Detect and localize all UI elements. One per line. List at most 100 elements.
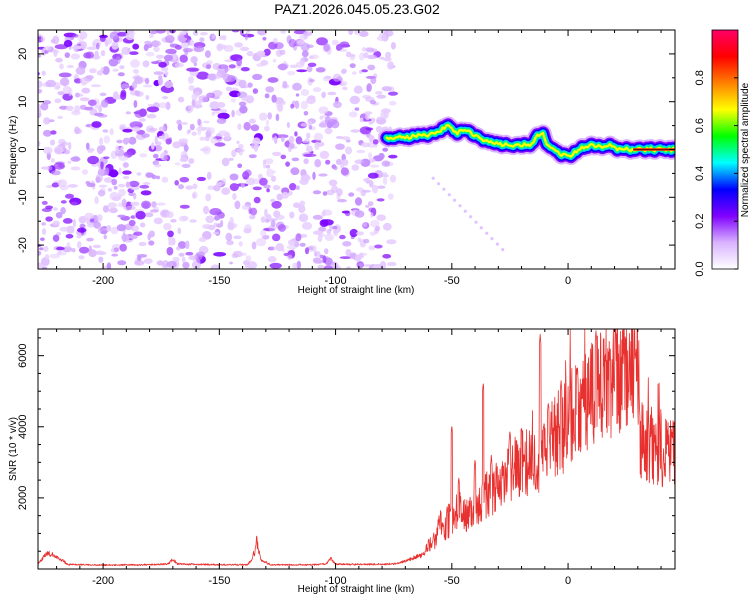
spectrogram-noise-blob — [378, 32, 387, 38]
spectrogram-faint-trace — [453, 198, 457, 202]
spectrogram-noise-blob — [251, 241, 257, 250]
spectrogram-noise-blob — [241, 96, 252, 102]
spectrogram-noise-blob — [270, 220, 276, 227]
spectrogram-noise-blob — [232, 30, 240, 33]
spectrogram-noise-blob — [229, 261, 233, 265]
colorbar: 0.0 0.2 0.4 0.6 0.8 Normalized spectral ampl… — [694, 29, 750, 277]
spectrogram-noise-blob — [150, 30, 158, 35]
spectrogram-noise-blob — [84, 212, 95, 220]
spectrogram-noise-blob — [309, 54, 319, 60]
spectrogram-noise-blob — [363, 178, 370, 182]
spectrogram-noise-blob — [238, 241, 243, 247]
spectrogram-noise-blob — [367, 54, 377, 60]
spectrogram-noise-blob — [88, 249, 97, 258]
spectrogram-noise-blob — [270, 175, 277, 182]
spectrogram-noise-blob — [293, 202, 301, 208]
spectrogram-noise-blob — [228, 64, 236, 69]
spectrogram-noise-blob — [219, 109, 228, 113]
spectrogram-noise-blob — [359, 117, 364, 123]
spectrogram-noise-blob — [87, 155, 99, 165]
spectrogram-noise-blob — [272, 137, 277, 141]
spectrogram-noise-blob — [42, 129, 52, 137]
spectrogram-noise-blob — [50, 130, 57, 135]
spectrogram-noise-blob — [376, 116, 383, 120]
spectrogram-noise-blob — [103, 234, 107, 240]
spectrogram-noise-blob — [232, 250, 243, 258]
spectrogram-noise-blob — [312, 87, 322, 93]
spectrogram-noise-blob — [339, 234, 346, 240]
spectrogram-noise-blob — [386, 239, 397, 245]
spectrogram-noise-blob — [32, 116, 37, 124]
spectrogram-noise-blob — [40, 166, 50, 170]
spectrogram-noise-blob — [243, 121, 251, 131]
spectrogram-noise-blob — [181, 256, 186, 263]
spectrogram-noise-blob — [387, 261, 397, 267]
spectrogram-noise-blob — [188, 104, 194, 110]
spectrogram-noise-blob — [172, 141, 182, 149]
spectrogram-noise-blob — [67, 184, 79, 188]
spectrogram-noise-blob — [341, 210, 350, 214]
spectrogram-noise-blob — [155, 30, 166, 34]
spectrogram-noise-blob — [249, 214, 256, 220]
spectrogram-noise-blob — [156, 54, 165, 59]
spectrogram-x-tick-label: -50 — [444, 275, 460, 287]
spectrogram-noise-blob — [197, 118, 201, 126]
spectrogram-noise-blob — [257, 173, 263, 180]
spectrogram-noise-blob — [134, 76, 143, 85]
spectrogram-noise-blob — [141, 200, 151, 209]
spectrogram-noise-blob — [90, 84, 102, 88]
colorbar-tick-label: 0.4 — [694, 166, 706, 181]
spectrogram-noise-blob — [356, 231, 364, 236]
spectrogram-noise-blob — [324, 248, 329, 255]
spectrogram-noise-blob — [96, 251, 107, 256]
spectrogram-noise-blob — [216, 182, 223, 187]
spectrogram-noise-blob — [221, 178, 227, 185]
spectrogram-noise-blob — [300, 100, 308, 110]
spectrogram-noise-blob — [224, 65, 229, 73]
spectrogram-noise-blob — [317, 234, 323, 243]
spectrogram-noise-blob — [57, 115, 63, 120]
spectrogram-noise-blob — [364, 111, 373, 115]
spectrogram-noise-blob — [138, 118, 146, 122]
spectrogram-noise-blob — [52, 207, 59, 211]
spectrogram-noise-blob — [367, 201, 374, 207]
spectrogram-noise-blob — [53, 162, 65, 170]
spectrogram-ridge-layer — [385, 123, 675, 158]
spectrogram-noise-blob — [49, 119, 55, 123]
spectrogram-noise-blob — [267, 256, 277, 263]
spectrogram-noise-blob — [189, 39, 194, 47]
spectrogram-noise-blob — [321, 91, 326, 99]
spectrogram-noise-blob — [252, 137, 261, 145]
spectrogram-noise-blob — [301, 221, 313, 230]
spectrogram-noise-blob — [288, 135, 295, 144]
spectrogram-noise-blob — [43, 146, 53, 155]
spectrogram-noise-blob — [240, 46, 250, 52]
spectrogram-noise-blob — [187, 76, 194, 84]
spectrogram-noise-blob — [155, 141, 162, 146]
spectrogram-noise-blob — [295, 185, 300, 191]
spectrogram-noise-blob — [193, 100, 202, 109]
spectrogram-noise-blob — [381, 172, 388, 175]
spectrogram-noise-blob — [122, 128, 133, 133]
spectrogram-noise-blob — [353, 85, 363, 94]
spectrogram-noise-blob — [292, 262, 298, 269]
spectrogram-noise-blob — [196, 71, 210, 80]
spectrogram-noise-blob — [376, 185, 386, 189]
spectrogram-noise-blob — [243, 228, 252, 234]
spectrogram-noise-blob — [133, 100, 138, 108]
spectrogram-noise-blob — [331, 39, 339, 46]
spectrogram-noise-blob — [278, 224, 286, 232]
spectrogram-noise-blob — [178, 138, 189, 144]
spectrogram-noise-blob — [40, 102, 49, 111]
spectrogram-noise-blob — [133, 69, 139, 74]
spectrogram-noise-blob — [354, 107, 360, 111]
spectrogram-noise-blob — [269, 262, 282, 269]
spectrogram-noise-blob — [180, 150, 188, 160]
spectrogram-noise-blob — [122, 170, 132, 175]
colorbar-bar — [711, 29, 739, 270]
spectrogram-noise-blob — [295, 136, 303, 145]
spectrogram-noise-blob — [43, 117, 51, 125]
spectrogram-noise-blob — [96, 42, 100, 50]
spectrogram-noise-blob — [107, 187, 112, 192]
spectrogram-noise-blob — [203, 205, 209, 215]
